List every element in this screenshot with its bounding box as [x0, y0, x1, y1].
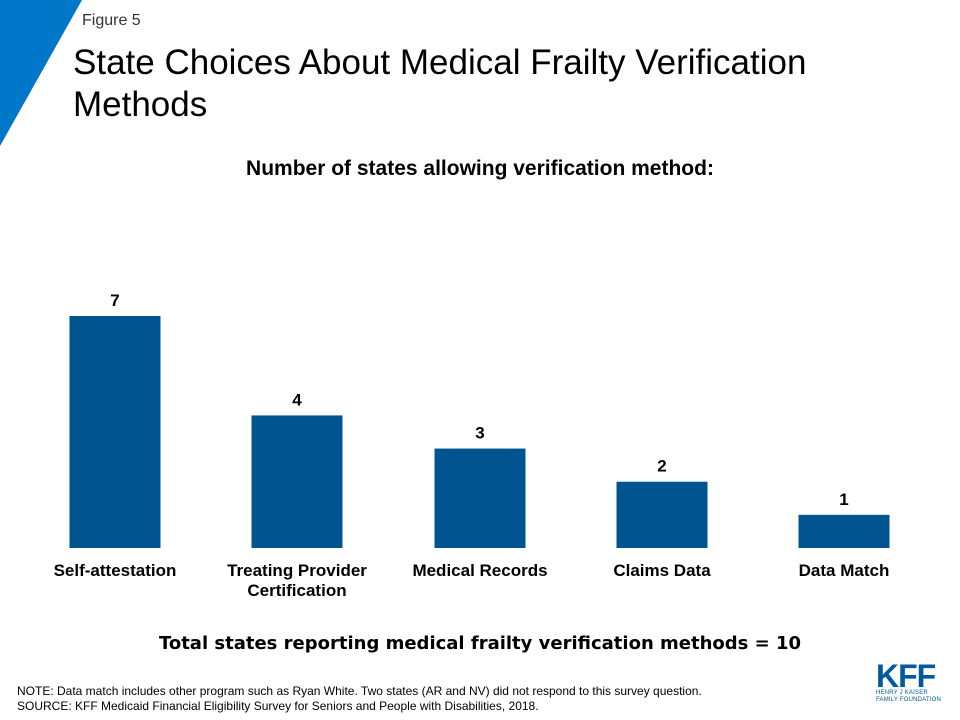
data-label-1: 7 [110, 291, 119, 310]
page-title: State Choices About Medical Frailty Veri… [73, 43, 807, 124]
data-label-4: 2 [657, 457, 666, 476]
chart-title: Number of states allowing verification m… [246, 157, 714, 180]
bar-2 [251, 415, 343, 548]
logo-letters: KFF [876, 658, 936, 694]
category-label-4: Claims Data [613, 561, 711, 580]
bar-5 [798, 514, 890, 548]
kff-logo: KFF HENRY J KAISER FAMILY FOUNDATION [876, 658, 946, 708]
data-label-2: 4 [292, 390, 302, 409]
corner-accent-shape [0, 0, 82, 146]
source-text: SOURCE: KFF Medicaid Financial Eligibili… [17, 699, 539, 713]
category-label-3: Medical Records [412, 561, 547, 580]
category-label-5: Data Match [799, 561, 890, 580]
figure-label: Figure 5 [82, 12, 141, 29]
logo-line-2: FAMILY FOUNDATION [876, 697, 942, 703]
bar-4 [616, 481, 708, 548]
bar-chart: 7 Self-attestation 4 Treating Provider Certi… [54, 291, 890, 600]
data-label-3: 3 [475, 424, 484, 443]
note-text: NOTE: Data match includes other program … [17, 684, 702, 698]
category-label-2: Treating Provider Certification [227, 561, 367, 600]
data-label-5: 1 [839, 490, 848, 509]
bar-1 [69, 316, 161, 548]
total-summary: Total states reporting medical frailty v… [158, 633, 802, 654]
footnotes: NOTE: Data match includes other program … [17, 684, 702, 714]
logo-line-1: HENRY J KAISER [876, 690, 928, 696]
category-label-1: Self-attestation [54, 561, 177, 580]
bar-3 [434, 448, 526, 548]
